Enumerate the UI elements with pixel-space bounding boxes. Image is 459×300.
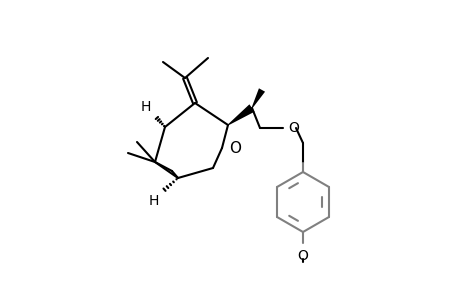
Text: O: O <box>287 121 298 135</box>
Polygon shape <box>227 104 254 125</box>
Text: H: H <box>148 194 159 208</box>
Text: O: O <box>297 249 308 263</box>
Text: O: O <box>229 140 241 155</box>
Polygon shape <box>251 88 264 108</box>
Text: H: H <box>140 100 151 114</box>
